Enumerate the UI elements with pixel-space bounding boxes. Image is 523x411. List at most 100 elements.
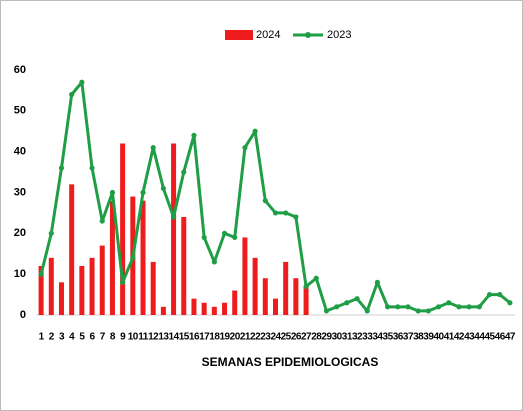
- marker: [191, 132, 197, 138]
- marker: [354, 296, 360, 302]
- x-tick-label: 21: [240, 332, 251, 343]
- x-tick-label: 28: [311, 332, 322, 343]
- x-tick-label: 6: [90, 332, 96, 343]
- x-tick-label: 18: [209, 332, 220, 343]
- bar: [99, 245, 105, 315]
- x-tick-label: 8: [110, 332, 116, 343]
- marker: [476, 304, 482, 310]
- marker: [38, 271, 44, 277]
- marker: [385, 304, 391, 310]
- bar: [120, 143, 126, 315]
- x-tick-label: 35: [383, 332, 394, 343]
- marker: [313, 275, 319, 281]
- marker: [140, 189, 146, 196]
- x-tick-label: 43: [464, 332, 475, 343]
- marker: [425, 308, 431, 314]
- bar: [181, 217, 187, 315]
- marker: [293, 214, 299, 220]
- x-tick-label: 3: [59, 332, 65, 343]
- marker: [283, 210, 289, 216]
- y-tick-label: 30: [14, 186, 26, 198]
- x-tick-label: 7: [100, 332, 106, 343]
- marker: [334, 304, 340, 310]
- x-tick-label: 22: [250, 332, 261, 343]
- x-tick-label: 17: [199, 332, 210, 343]
- x-tick-label: 16: [189, 332, 200, 343]
- bar: [160, 306, 166, 315]
- marker: [170, 214, 177, 220]
- bar: [293, 278, 299, 315]
- x-tick-label: 13: [158, 332, 169, 343]
- marker: [344, 300, 350, 306]
- x-tick-label: 23: [260, 332, 271, 343]
- x-tick-label: 36: [393, 332, 404, 343]
- x-tick-label: 32: [352, 332, 363, 343]
- bar: [79, 266, 85, 315]
- y-tick-label: 60: [14, 64, 26, 76]
- marker: [69, 91, 75, 98]
- bar: [232, 290, 238, 315]
- x-tick-label: 44: [474, 332, 485, 343]
- x-tick-label: 2: [49, 332, 55, 343]
- x-tick-label: 31: [342, 332, 353, 343]
- bar: [242, 237, 248, 315]
- bar: [150, 261, 156, 315]
- x-tick-label: 26: [291, 332, 302, 343]
- marker: [130, 255, 136, 261]
- bar: [38, 266, 44, 315]
- bar: [140, 200, 146, 315]
- marker: [272, 210, 279, 216]
- legend-swatch: [225, 30, 253, 40]
- bar: [283, 261, 289, 315]
- marker: [374, 279, 381, 285]
- x-tick-label: 47: [505, 332, 516, 343]
- x-tick-label: 45: [484, 332, 495, 343]
- marker: [262, 198, 268, 204]
- x-tick-label: 9: [120, 332, 126, 343]
- x-tick-label: 34: [372, 332, 383, 343]
- bar: [58, 282, 64, 315]
- bar: [222, 302, 228, 315]
- marker: [323, 308, 330, 314]
- marker: [89, 165, 95, 171]
- x-tick-label: 14: [169, 332, 180, 343]
- marker: [150, 144, 156, 151]
- marker: [395, 304, 401, 310]
- marker: [303, 283, 309, 290]
- marker: [435, 304, 442, 310]
- marker: [160, 185, 166, 192]
- bar: [171, 143, 177, 315]
- marker: [507, 300, 513, 306]
- marker: [211, 259, 217, 265]
- marker: [486, 291, 493, 298]
- bar: [262, 278, 268, 315]
- marker: [497, 291, 503, 298]
- x-tick-label: 25: [281, 332, 292, 343]
- bar: [201, 302, 207, 315]
- marker: [201, 234, 207, 241]
- x-tick-label: 37: [403, 332, 414, 343]
- marker: [252, 128, 258, 134]
- x-tick-label: 15: [179, 332, 190, 343]
- marker: [48, 230, 54, 236]
- marker: [466, 304, 472, 310]
- bar: [89, 257, 95, 315]
- legend-marker: [305, 32, 311, 38]
- y-tick-label: 50: [14, 105, 26, 117]
- bar: [191, 298, 197, 315]
- marker: [99, 218, 105, 224]
- bar: [109, 200, 115, 315]
- marker: [446, 300, 452, 306]
- x-tick-label: 42: [454, 332, 465, 343]
- x-tick-label: 29: [321, 332, 332, 343]
- marker: [364, 308, 370, 314]
- bar: [273, 298, 278, 315]
- y-tick-label: 20: [14, 227, 26, 239]
- x-tick-label: 38: [413, 332, 424, 343]
- x-tick-label: 33: [362, 332, 373, 343]
- x-axis-title: SEMANAS EPIDEMIOLOGICAS: [202, 355, 379, 369]
- y-tick-label: 10: [14, 268, 26, 280]
- bar: [252, 257, 258, 315]
